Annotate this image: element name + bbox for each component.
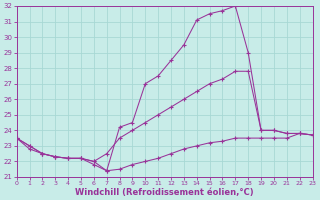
X-axis label: Windchill (Refroidissement éolien,°C): Windchill (Refroidissement éolien,°C) — [75, 188, 254, 197]
